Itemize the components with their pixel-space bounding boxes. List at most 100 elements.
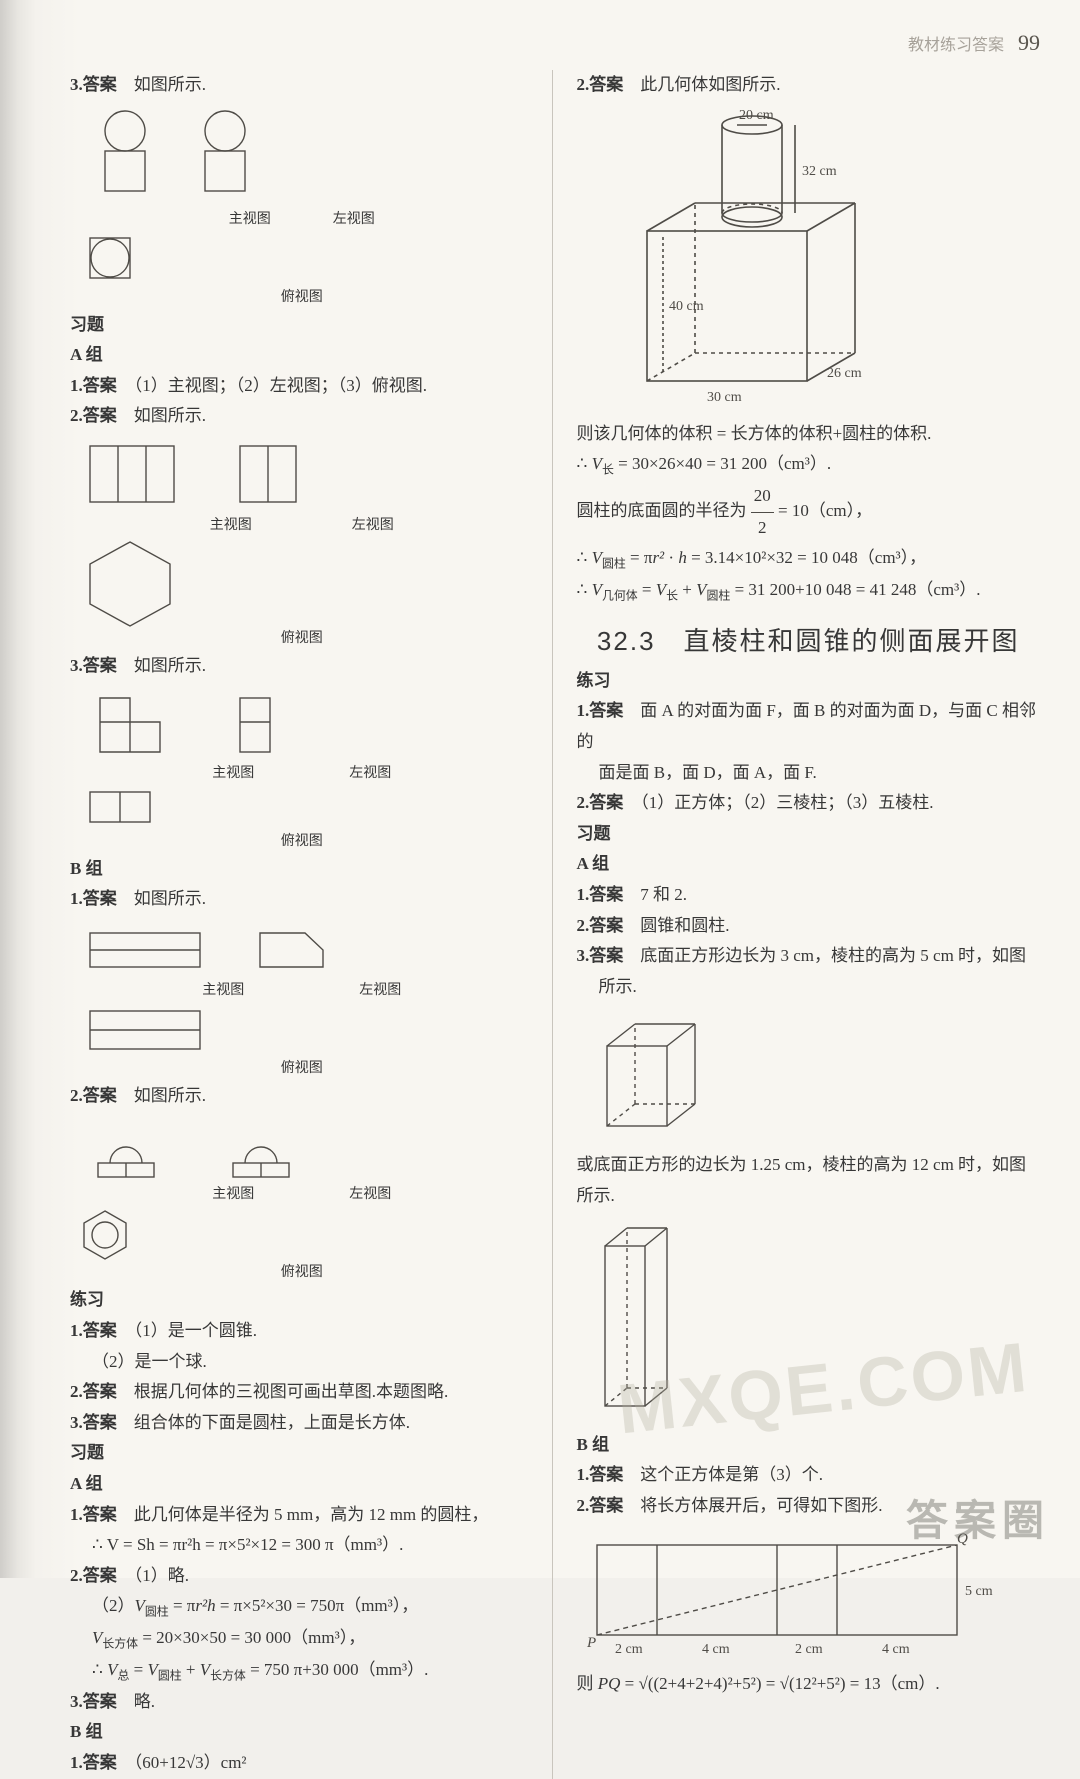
ans-label: 2.答案 <box>70 1566 117 1585</box>
dim-d2: 26 cm <box>827 366 862 381</box>
dim-d: 20 cm <box>739 108 774 123</box>
cap: 俯视图 <box>281 290 323 305</box>
cap: 俯视图 <box>281 631 323 646</box>
dim-h1: 32 cm <box>802 164 837 179</box>
fig-B2: 主视图 左视图 俯视图 <box>70 1115 534 1281</box>
cap: 左视图 <box>359 979 401 999</box>
ans-text: （2）是一个球. <box>70 1347 534 1378</box>
fig-solid: 20 cm 32 cm 40 cm 30 cm 26 cm <box>577 105 1041 415</box>
ans-text: （1）正方体；（2）三棱柱；（3）五棱柱. <box>640 793 933 812</box>
ans-text: 圆柱的底面圆的半径为 202 = 10（cm）， <box>577 481 1041 543</box>
a-group: A 组 <box>70 1469 534 1500</box>
ans-text: 如图所示. <box>134 75 206 94</box>
ans-label: 3.答案 <box>70 1413 117 1432</box>
xiti: 习题 <box>70 1438 534 1469</box>
cap: 左视图 <box>333 208 375 228</box>
equation: ∴ V长 = 30×26×40 = 31 200（cm³）. <box>577 449 1041 481</box>
ans-text: 此几何体如图所示. <box>640 75 780 94</box>
ans-text: 组合体的下面是圆柱，上面是长方体. <box>134 1413 410 1432</box>
equation: ∴ V总 = V圆柱 + V长方体 = 750 π+30 000（mm³）. <box>70 1655 534 1687</box>
dim-w: 30 cm <box>707 390 742 405</box>
ans-text: 或底面正方形的边长为 1.25 cm，棱柱的高为 12 cm 时，如图 <box>577 1150 1041 1181</box>
ans-label: 1.答案 <box>577 701 624 720</box>
ans-text: 此几何体是半径为 5 mm，高为 12 mm 的圆柱， <box>134 1505 489 1524</box>
equation: （60+12√3）cm² <box>134 1753 247 1772</box>
ans-text: 面 A 的对面为面 F，面 B 的对面为面 D，与面 C 相邻的 <box>577 701 1037 751</box>
dim-h2: 40 cm <box>669 299 704 314</box>
equation: ∴ V圆柱 = πr² · h = 3.14×10²×32 = 10 048（c… <box>577 543 1041 575</box>
cap: 俯视图 <box>281 1061 323 1076</box>
lianxi: 练习 <box>70 1285 534 1316</box>
ans-text: 这个正方体是第（3）个. <box>640 1465 823 1484</box>
fig-prism1 <box>577 1006 1041 1146</box>
fig-A2: 主视图 左视图 俯视图 <box>70 436 534 647</box>
ans-text: 略. <box>134 1692 155 1711</box>
ans-label: 1.答案 <box>577 885 624 904</box>
cap: 主视图 <box>229 208 271 228</box>
svg-text:2 cm: 2 cm <box>615 1642 643 1657</box>
cap: 主视图 <box>202 979 244 999</box>
ans-text: 面是面 B，面 D，面 A，面 F. <box>577 758 1041 789</box>
ans-label: 1.答案 <box>70 1321 117 1340</box>
b-group: B 组 <box>70 1717 534 1748</box>
fig-a3: 主视图 左视图 俯视图 <box>70 105 534 306</box>
ans-text: （1）主视图；（2）左视图；（3）俯视图. <box>134 376 427 395</box>
sec-num: 32.3 <box>597 626 656 656</box>
sec-title: 直棱柱和圆锥的侧面展开图 <box>684 626 1020 656</box>
equation: ∴ V = Sh = πr²h = π×5²×12 = 300 π（mm³）. <box>70 1530 534 1561</box>
b-group: B 组 <box>577 1430 1041 1461</box>
svg-text:4 cm: 4 cm <box>702 1642 730 1657</box>
ans-text: 如图所示. <box>134 656 206 675</box>
ans-label: 1.答案 <box>70 376 117 395</box>
xiti: 习题 <box>577 819 1041 850</box>
cap: 主视图 <box>212 1183 254 1203</box>
cap: 主视图 <box>210 514 252 534</box>
ans-text: 则该几何体的体积 = 长方体的体积+圆柱的体积. <box>577 419 1041 450</box>
ans-label: 2.答案 <box>577 75 624 94</box>
cap: 左视图 <box>349 762 391 782</box>
ans-label: 2.答案 <box>70 406 117 425</box>
left-column: 3.答案 如图所示. 主视图 左视图 俯视 <box>70 70 553 1779</box>
stamp: 答案圈 <box>906 1487 1050 1548</box>
ans-label: 3.答案 <box>70 1692 117 1711</box>
ans-label: 1.答案 <box>70 889 117 908</box>
equation: 则 PQ = √((2+4+2+4)²+5²) = √(12²+5²) = 13… <box>577 1669 1041 1700</box>
lianxi: 练习 <box>577 666 1041 697</box>
cap: 俯视图 <box>281 1265 323 1280</box>
page-header: 教材练习答案 99 <box>70 30 1040 56</box>
svg-text:2 cm: 2 cm <box>795 1642 823 1657</box>
ans-label: 1.答案 <box>577 1465 624 1484</box>
ans-text: 7 和 2. <box>640 885 687 904</box>
ans-text: （1）略. <box>134 1566 189 1585</box>
header-label: 教材练习答案 <box>908 37 1004 54</box>
fig-A3b: 主视图 左视图 俯视图 <box>70 686 534 850</box>
ans-label: 2.答案 <box>70 1086 117 1105</box>
equation: ∴ V几何体 = V长 + V圆柱 = 31 200+10 048 = 41 2… <box>577 575 1041 607</box>
ans-text: 所示. <box>577 1181 1041 1212</box>
cap: 俯视图 <box>281 834 323 849</box>
ans-label: 2.答案 <box>577 916 624 935</box>
cap: 左视图 <box>352 514 394 534</box>
ans-label: 2.答案 <box>577 1496 624 1515</box>
ans-text: 底面正方形边长为 3 cm，棱柱的高为 5 cm 时，如图 <box>640 946 1026 965</box>
svg-text:P: P <box>586 1635 596 1651</box>
cap: 主视图 <box>212 762 254 782</box>
section-title: 32.3 直棱柱和圆锥的侧面展开图 <box>577 621 1041 658</box>
xiti: 习题 <box>70 310 534 341</box>
page: 教材练习答案 99 3.答案 如图所示. 主视图 左视图 <box>0 0 1080 1578</box>
ans-text: 如图所示. <box>134 889 206 908</box>
ans-label: 3.答案 <box>70 656 117 675</box>
equation: V长方体 = 20×30×50 = 30 000（mm³）， <box>70 1623 534 1655</box>
ans-text: 如图所示. <box>134 1086 206 1105</box>
ans-label: 2.答案 <box>577 793 624 812</box>
cap: 左视图 <box>349 1183 391 1203</box>
b-group: B 组 <box>70 854 534 885</box>
ans-label: 1.答案 <box>70 1505 117 1524</box>
svg-text:4 cm: 4 cm <box>882 1642 910 1657</box>
a-group: A 组 <box>70 340 534 371</box>
ans-label: 3.答案 <box>577 946 624 965</box>
a-group: A 组 <box>577 849 1041 880</box>
ans-label: 2.答案 <box>70 1382 117 1401</box>
ans-text: 圆锥和圆柱. <box>640 916 729 935</box>
fig-prism2 <box>577 1216 1041 1426</box>
